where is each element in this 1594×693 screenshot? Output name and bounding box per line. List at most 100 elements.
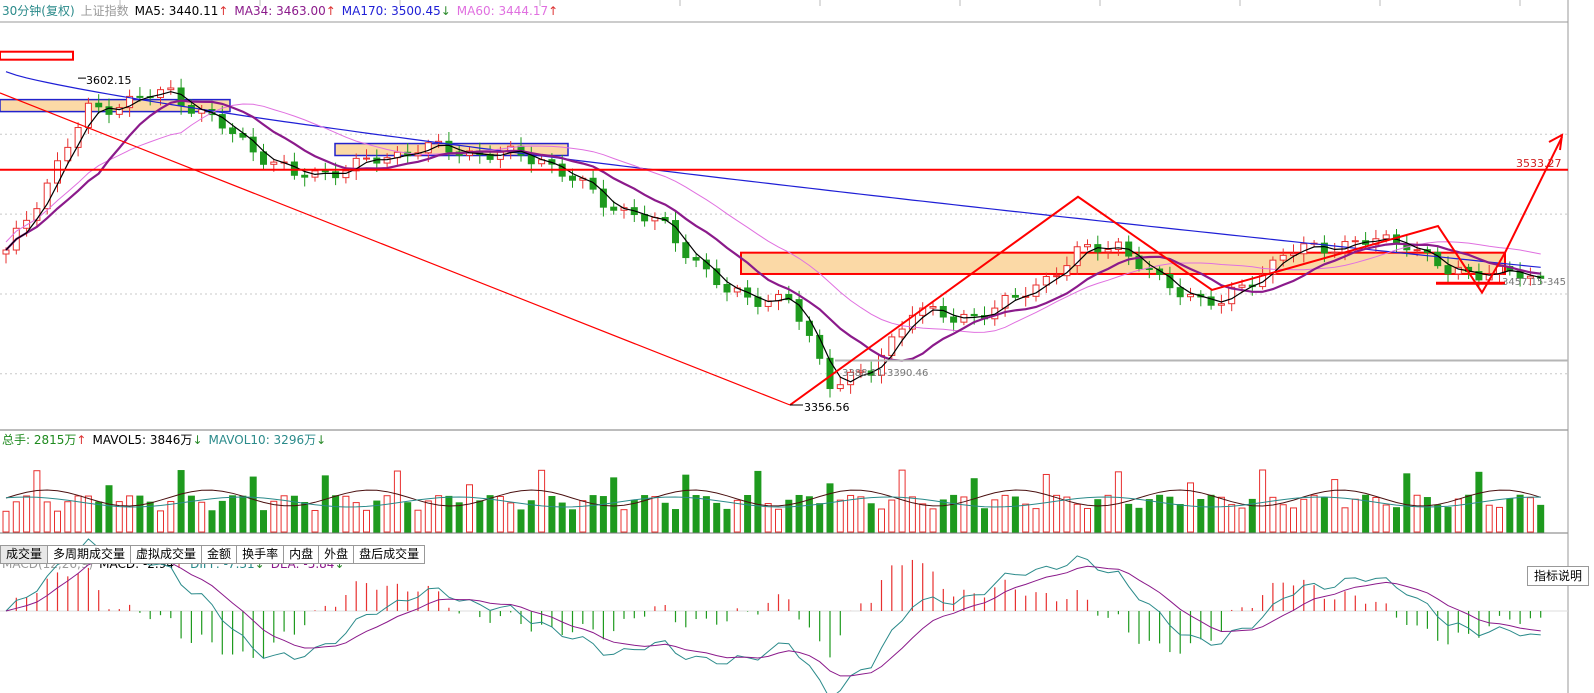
volume-bar-2 <box>23 495 31 533</box>
volume-bar-27 <box>280 495 288 533</box>
volume-bar-115 <box>1187 482 1194 533</box>
volume-bar-102 <box>1053 494 1061 533</box>
volume-bar-110 <box>1135 507 1143 533</box>
volume-bar-134 <box>1382 504 1390 533</box>
candle-body-94 <box>970 313 978 317</box>
candle-body-9 <box>95 102 103 108</box>
volume-bar-71 <box>733 499 741 533</box>
volume-bar-85 <box>878 508 885 533</box>
ma170-value: MA170: 3500.45 <box>342 4 441 18</box>
candle-body-131 <box>1351 240 1359 243</box>
volume-bar-28 <box>290 495 298 533</box>
volume-bar-145 <box>1496 506 1503 533</box>
volume-bar-97 <box>1001 494 1009 533</box>
volume-bar-106 <box>1094 499 1102 533</box>
volume-bar-135 <box>1393 507 1400 533</box>
candle-body-105 <box>1084 244 1091 248</box>
volume-bar-31 <box>321 475 329 533</box>
mavol5-arrow-icon: ↓ <box>192 433 202 447</box>
volume-bar-42 <box>435 495 443 533</box>
candle-body-33 <box>342 170 350 179</box>
volume-bar-26 <box>270 500 278 533</box>
volume-bar-108 <box>1114 471 1122 533</box>
volume-bar-22 <box>229 495 237 533</box>
candle-body-17 <box>177 87 185 107</box>
volume-bar-130 <box>1341 507 1349 533</box>
volume-bar-133 <box>1372 496 1380 533</box>
tab-after-hours-volume[interactable]: 盘后成交量 <box>354 545 426 564</box>
candle-body-41 <box>424 142 432 154</box>
candle-body-126 <box>1300 243 1308 255</box>
volume-bar-125 <box>1290 507 1297 533</box>
volume-bar-92 <box>950 494 958 533</box>
arrowhead-icon <box>1548 133 1564 151</box>
volume-bar-18 <box>187 495 195 533</box>
volume-bar-88 <box>908 496 916 533</box>
volume-bar-139 <box>1434 504 1442 533</box>
volume-bar-69 <box>713 502 721 533</box>
candle-body-11 <box>115 107 123 115</box>
volume-bar-89 <box>919 503 927 533</box>
volume-bar-147 <box>1516 494 1524 533</box>
volume-bar-12 <box>126 495 134 533</box>
candle-body-13 <box>136 95 144 98</box>
candle-body-55 <box>569 175 576 181</box>
volume-bar-11 <box>115 501 123 533</box>
volume-bar-32 <box>332 495 340 533</box>
tab-amount[interactable]: 金额 <box>202 545 238 564</box>
volume-bar-73 <box>754 470 762 533</box>
volume-bar-105 <box>1084 507 1091 533</box>
volume-bar-29 <box>301 501 309 533</box>
volume-bar-40 <box>414 509 422 533</box>
volume-bar-122 <box>1259 469 1267 533</box>
volume-bar-79 <box>816 503 824 533</box>
volume-bar-127 <box>1310 494 1318 533</box>
volume-bar-49 <box>507 502 515 533</box>
macd-panel <box>0 538 1568 693</box>
indicator-help-button[interactable]: 指标说明 <box>1526 566 1589 586</box>
volume-bar-57 <box>589 495 597 533</box>
volume-bar-21 <box>218 500 226 533</box>
candle-body-10 <box>105 106 113 115</box>
volume-bar-15 <box>157 510 164 533</box>
tab-multi-period-volume[interactable]: 多周期成交量 <box>48 545 132 564</box>
pullback-line <box>1077 196 1213 291</box>
candle-body-57 <box>589 177 597 190</box>
index-name: 上证指数 <box>81 3 129 18</box>
volume-bar-62 <box>641 495 649 533</box>
volume-bar-149 <box>1537 504 1545 533</box>
high-annotation: 3602.15 <box>86 74 132 87</box>
tab-virtual-volume[interactable]: 虚拟成交量 <box>131 545 203 564</box>
candle-body-76 <box>785 294 793 301</box>
tab-turnover[interactable]: 换手率 <box>237 545 285 564</box>
candle-body-140 <box>1444 265 1452 275</box>
candle-body-82 <box>847 371 855 386</box>
tab-outer-volume[interactable]: 外盘 <box>319 545 355 564</box>
volume-bar-16 <box>167 500 175 533</box>
volume-bar-144 <box>1485 504 1493 533</box>
tab-volume[interactable]: 成交量 <box>0 545 49 564</box>
volume-bar-47 <box>486 495 494 533</box>
volume-bar-51 <box>527 500 535 533</box>
volume-bar-61 <box>630 500 638 533</box>
volume-bar-63 <box>651 496 659 533</box>
downtrend-line <box>0 92 791 406</box>
trend-drawings <box>0 77 1568 406</box>
volume-bar-76 <box>785 499 793 533</box>
candle-body-67 <box>692 257 700 261</box>
candle-body-66 <box>682 242 690 259</box>
volume-bar-118 <box>1217 496 1225 533</box>
candle-body-102 <box>1053 275 1061 278</box>
ma170-line <box>5 71 1541 268</box>
volume-bar-35 <box>363 509 370 533</box>
volume-bar-148 <box>1526 497 1534 533</box>
ma60-value: MA60: 3444.17 <box>457 4 548 18</box>
volume-bar-68 <box>702 496 710 533</box>
candle-body-2 <box>23 219 31 229</box>
tab-inner-volume[interactable]: 内盘 <box>284 545 320 564</box>
mavol5-value: MAVOL5: 3846万 <box>92 433 192 447</box>
volume-total-arrow-icon: ↑ <box>76 433 86 447</box>
ma34-arrow-icon: ↑ <box>326 4 336 18</box>
volume-bar-20 <box>208 510 216 533</box>
volume-bar-95 <box>981 508 988 533</box>
